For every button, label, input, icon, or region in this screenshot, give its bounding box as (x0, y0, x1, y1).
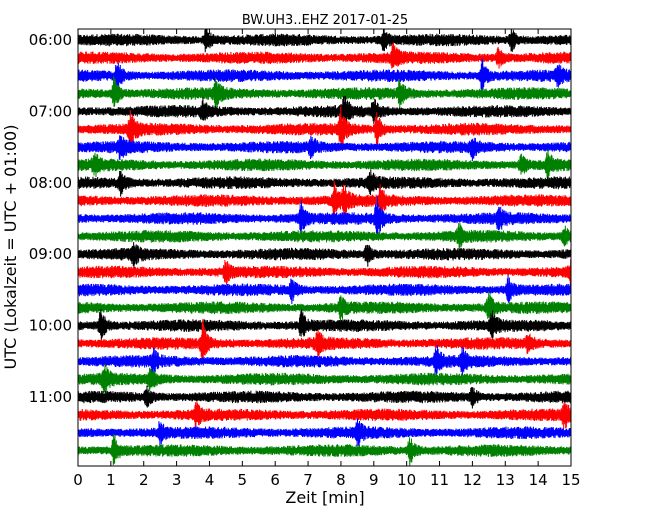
trace-0830 (78, 196, 571, 237)
x-tick-label: 3 (172, 471, 182, 489)
x-tick-label: 15 (561, 471, 580, 489)
trace-1030 (78, 344, 571, 377)
x-tick-label: 13 (496, 471, 515, 489)
y-tick-label: 06:00 (29, 31, 72, 49)
trace-1130 (78, 418, 571, 447)
trace-1015 (78, 318, 571, 363)
trace-1115 (78, 400, 571, 429)
trace-1100 (78, 385, 571, 409)
x-tick-label: 6 (270, 471, 280, 489)
trace-0800 (78, 169, 571, 197)
y-tick-label: 11:00 (29, 388, 72, 406)
x-tick-label: 8 (336, 471, 346, 489)
x-tick-label: 0 (73, 471, 83, 489)
x-tick-label: 11 (430, 471, 449, 489)
x-tick-label: 5 (238, 471, 248, 489)
y-tick-label: 09:00 (29, 245, 72, 263)
trace-0930 (78, 275, 571, 304)
trace-0730 (78, 135, 571, 162)
trace-0900 (78, 242, 571, 269)
trace-0600 (78, 29, 571, 53)
y-tick-label: 07:00 (29, 102, 72, 120)
trace-0645 (78, 75, 571, 109)
x-tick-label: 4 (205, 471, 215, 489)
y-tick-label: 08:00 (29, 174, 72, 192)
trace-1145 (78, 434, 571, 466)
y-tick-label: 10:00 (29, 317, 72, 335)
x-tick-label: 12 (463, 471, 482, 489)
x-axis-label: Zeit [min] (285, 488, 364, 507)
trace-0915 (78, 259, 571, 288)
x-tick-label: 2 (139, 471, 149, 489)
trace-0700 (78, 95, 571, 128)
trace-0745 (78, 149, 571, 181)
trace-0615 (78, 42, 571, 69)
trace-1000 (78, 308, 571, 341)
chart-title: BW.UH3..EHZ 2017-01-25 (242, 13, 408, 28)
trace-group (78, 29, 571, 466)
x-axis: 0 1 2 3 4 5 6 7 8 9 10 11 12 13 14 15 (73, 29, 581, 489)
trace-0945 (78, 291, 571, 321)
x-tick-label: 9 (369, 471, 379, 489)
y-axis: 06:00 07:00 08:00 09:00 10:00 11:00 (29, 31, 571, 406)
x-tick-label: 10 (397, 471, 416, 489)
x-tick-label: 14 (529, 471, 548, 489)
trace-0845 (78, 222, 571, 250)
trace-0715 (78, 105, 571, 151)
x-tick-label: 1 (106, 471, 116, 489)
x-tick-label: 7 (303, 471, 313, 489)
trace-0815 (78, 180, 571, 220)
plot-frame (77, 28, 572, 467)
y-axis-label: UTC (Lokalzeit = UTC + 01:00) (1, 125, 20, 370)
trace-1045 (78, 363, 571, 393)
trace-0630 (78, 58, 571, 94)
